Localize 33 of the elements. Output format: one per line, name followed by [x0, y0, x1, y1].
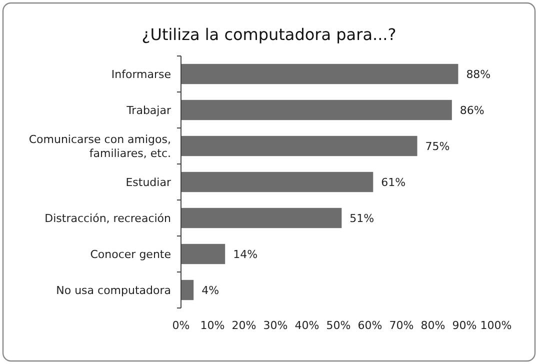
y-tick-label: Comunicarse con amigos, familiares, etc. — [28, 132, 171, 160]
x-tick-label: 70% — [389, 319, 414, 332]
bar — [181, 136, 418, 156]
data-label: 75% — [425, 140, 450, 153]
data-label: 14% — [233, 248, 258, 261]
x-tick-label: 0% — [172, 319, 190, 332]
y-tick-label: Trabajar — [126, 104, 172, 117]
y-tick-label: Estudiar — [126, 176, 172, 189]
bar — [181, 64, 458, 84]
x-tick-label: 10% — [200, 319, 225, 332]
x-tick-label: 80% — [420, 319, 446, 332]
x-tick-label: 30% — [263, 319, 288, 332]
x-tick-label: 100% — [480, 319, 512, 332]
y-tick-label: Distracción, recreación — [44, 212, 172, 225]
bar — [181, 172, 374, 192]
x-tick-label: 40% — [294, 319, 320, 332]
data-label: 86% — [460, 104, 484, 117]
y-tick-label: Conocer gente — [90, 248, 172, 261]
bar — [181, 244, 226, 264]
data-label: 61% — [381, 176, 406, 189]
data-label: 51% — [350, 212, 374, 225]
x-tick-label: 90% — [452, 319, 477, 332]
bar — [181, 100, 452, 120]
x-tick-label: 60% — [358, 319, 382, 332]
x-tick-label: 20% — [232, 319, 256, 332]
data-label: 4% — [202, 284, 220, 297]
data-label: 88% — [466, 68, 491, 81]
bar — [181, 208, 342, 228]
x-tick-label: 50% — [326, 319, 351, 332]
chart-title: ¿Utiliza la computadora para...? — [142, 25, 396, 44]
y-tick-label: Informarse — [111, 68, 172, 81]
y-tick-label: No usa computadora — [56, 284, 171, 297]
bar — [181, 280, 194, 300]
